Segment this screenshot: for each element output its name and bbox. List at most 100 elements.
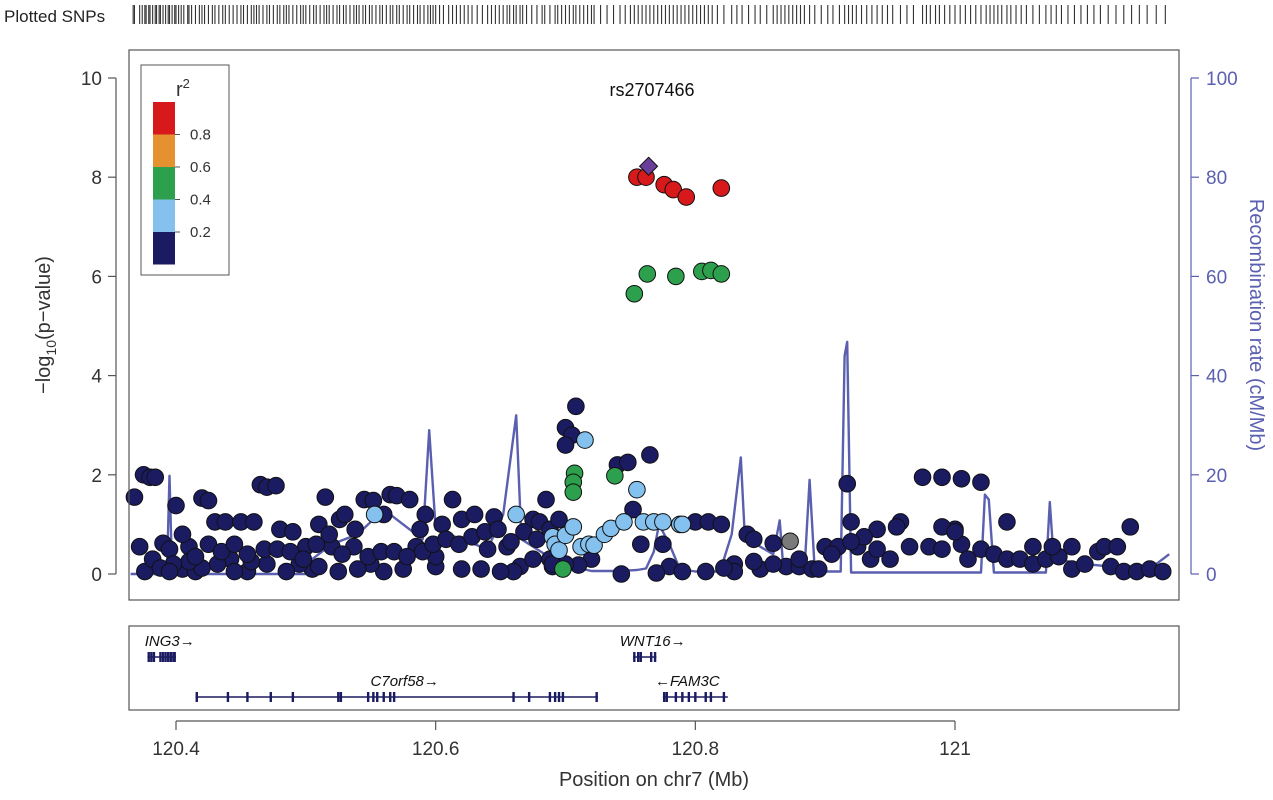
snp-point-navy (550, 510, 568, 529)
snp-point-navy (398, 547, 416, 566)
snp-point-navy (764, 555, 783, 573)
plot-frame (128, 49, 1180, 601)
snp-point-navy (524, 550, 542, 568)
snp-point-navy (294, 550, 313, 568)
snp-point-navy (130, 537, 149, 556)
snp-point-navy (900, 537, 919, 556)
gene-exon (246, 692, 249, 702)
left-axis-tick-label: 10 (81, 69, 102, 90)
gene-exon (195, 692, 198, 702)
left-axis-tick-label: 6 (91, 267, 102, 288)
snp-point-navy (225, 562, 244, 581)
legend-swatch (153, 232, 175, 265)
snp-point-navy (348, 560, 367, 578)
r2-legend: r2 0.8 0.6 0.4 0.2 (140, 64, 230, 276)
snp-point-navy (277, 562, 296, 581)
gene-exon (164, 652, 167, 662)
snp-point-navy (696, 562, 715, 581)
snp-point-navy (1121, 518, 1140, 536)
snp-point-navy (567, 397, 585, 416)
snp-point-navy (998, 513, 1016, 531)
snp-point-navy (284, 523, 302, 541)
snp-point-navy (443, 490, 462, 509)
snp-point-navy (335, 505, 354, 524)
gene-exon (681, 692, 684, 702)
snp-point-navy (1108, 537, 1127, 556)
snp-point-navy (556, 436, 575, 454)
right-y-axis: 0 20 40 60 80 100 (1190, 69, 1238, 586)
x-axis-tick-label: 121 (939, 739, 971, 760)
snp-point-lightblue (585, 536, 603, 555)
right-axis-tick-label: 80 (1206, 168, 1227, 189)
gene-exon (372, 692, 375, 702)
snp-point-lightblue (550, 541, 568, 559)
snp-point-navy (715, 559, 733, 577)
snp-point-navy (160, 562, 179, 581)
snp-point-navy (146, 468, 165, 487)
snp-point-gray (781, 532, 799, 551)
snp-point-navy (619, 453, 637, 472)
gene-exon (161, 652, 165, 662)
snp-point-navy (972, 473, 990, 492)
snp-point-navy (673, 562, 692, 581)
snp-point-navy (612, 565, 631, 583)
snp-point-navy (258, 555, 276, 573)
gene-exon (226, 692, 230, 702)
snp-point-navy (537, 490, 555, 509)
snp-point-navy (764, 534, 783, 553)
snp-point-navy (887, 518, 906, 536)
snp-point-green (564, 483, 583, 501)
snp-point-navy (125, 488, 144, 506)
lead-snp-diamond (638, 156, 659, 176)
gene-exon (147, 652, 150, 662)
snp-point-green (667, 267, 685, 286)
snp-point-navy (842, 532, 860, 551)
left-y-axis-title-sub: 10 (43, 340, 59, 356)
snp-point-navy (933, 540, 951, 559)
left-axis-tick-label: 2 (91, 466, 102, 487)
gene-exon (674, 692, 678, 702)
snp-point-red (712, 179, 731, 197)
legend-title: r2 (176, 76, 190, 101)
gene-exon (595, 692, 598, 702)
snp-point-navy (712, 515, 731, 534)
gene-exon (561, 692, 565, 702)
snp-point-navy (790, 550, 809, 568)
snp-point-navy (167, 496, 185, 515)
snp-point-navy (245, 513, 263, 531)
snp-point-navy (316, 488, 335, 506)
gene-exon (722, 692, 726, 702)
snp-point-navy (346, 520, 364, 539)
snp-point-navy (1076, 555, 1094, 573)
snp-point-lightblue (576, 431, 594, 449)
left-axis-tick-label: 0 (91, 565, 102, 586)
gene-exon (653, 652, 657, 662)
legend-swatch (153, 167, 175, 200)
gene-exon (637, 652, 640, 662)
snp-point-navy (216, 513, 235, 531)
snp-point-green (606, 466, 624, 485)
snp-point-navy (320, 525, 339, 544)
gene-exon (389, 692, 392, 702)
gene-exon (152, 652, 156, 662)
snp-point-navy (160, 540, 179, 559)
x-axis: 120.4 120.6 120.8 121 (152, 720, 971, 760)
legend-swatch (153, 102, 175, 135)
right-axis-tick-label: 100 (1206, 69, 1238, 90)
snp-point-lightblue (628, 480, 646, 499)
gene-exon (649, 652, 653, 662)
snp-point-navy (641, 446, 659, 464)
gene-exon (269, 692, 272, 702)
snp-point-lightblue (615, 513, 633, 531)
gene-exon (553, 692, 557, 702)
gene-exon (169, 652, 173, 662)
right-y-axis-title: Recombination rate (cM/Mb) (1245, 199, 1267, 451)
gene-exon (704, 692, 707, 702)
snp-point-navy (624, 500, 642, 519)
snp-point-navy (632, 535, 650, 554)
gene-exon (291, 692, 295, 702)
left-y-axis-title: −log10(p−value) (33, 256, 59, 394)
snp-point-navy (744, 552, 763, 571)
gene-exon (172, 652, 175, 662)
legend-tick-label: 0.2 (190, 224, 211, 241)
